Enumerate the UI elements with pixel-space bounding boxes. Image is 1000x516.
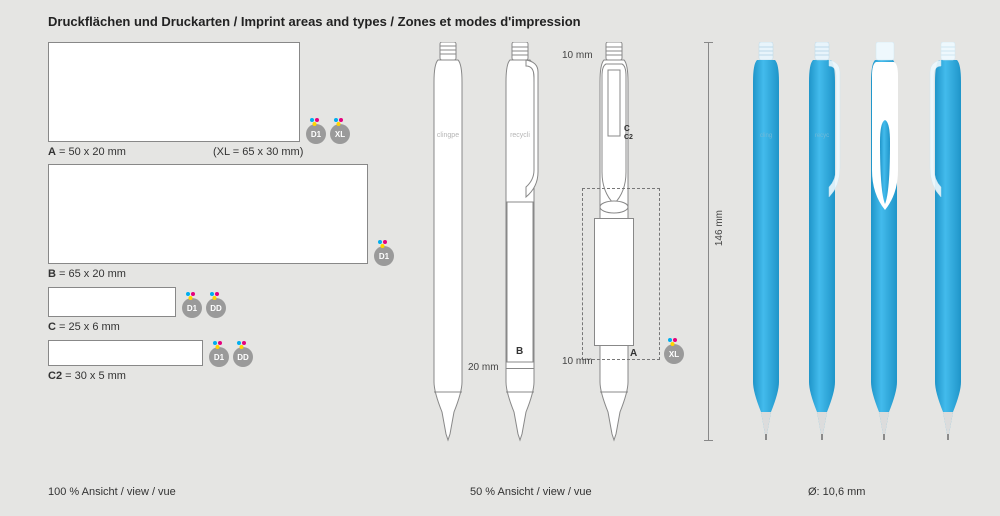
badge-xl-a: XL	[330, 124, 350, 144]
badge-d1-c2: D1	[209, 347, 229, 367]
badge-xl-pen3: XL	[664, 344, 684, 364]
dim-146mm: 146 mm	[714, 210, 725, 246]
badge-d1-c: D1	[182, 298, 202, 318]
area-c-label: C = 25 x 6 mm	[48, 321, 120, 333]
area-b-rect	[48, 164, 368, 264]
svg-text:cling: cling	[760, 133, 772, 139]
dim-10mm-top: 10 mm	[562, 50, 593, 61]
height-line	[708, 42, 709, 440]
area-a-label: A = 50 x 20 mm	[48, 146, 126, 158]
page-title: Druckflächen und Druckarten / Imprint ar…	[48, 14, 581, 29]
area-c2-label: C2 = 30 x 5 mm	[48, 370, 126, 382]
footer-100: 100 % Ansicht / view / vue	[48, 486, 176, 498]
area-c-letter: C	[624, 124, 630, 133]
footer-50: 50 % Ansicht / view / vue	[470, 486, 592, 498]
badge-d1-a: D1	[306, 124, 326, 144]
area-c2-rect	[48, 340, 203, 366]
svg-text:recyc: recyc	[815, 133, 829, 139]
dim-20mm-line	[506, 368, 534, 369]
area-b-label: B = 65 x 20 mm	[48, 268, 126, 280]
area-c-rect	[48, 287, 176, 317]
dim-20mm: 20 mm	[468, 362, 499, 373]
area-a-solid-inner	[594, 218, 634, 346]
pen-schematic-1: clingpe	[428, 42, 468, 447]
pen-schematic-2: recycli	[496, 42, 546, 447]
footer-diameter: Ø: 10,6 mm	[808, 486, 865, 498]
badge-dd-c2: DD	[233, 347, 253, 367]
pen-render-3	[864, 42, 908, 447]
pen-render-4	[926, 42, 970, 447]
dim-10mm-bottom: 10 mm	[562, 356, 593, 367]
area-c2-letter: C2	[624, 134, 633, 141]
pen-render-2: recyc	[802, 42, 846, 447]
pen-render-1: cling	[748, 42, 784, 447]
svg-text:recycli: recycli	[510, 132, 530, 139]
area-a-rect	[48, 42, 300, 142]
height-cap-bot	[704, 440, 713, 441]
badge-d1-b: D1	[374, 246, 394, 266]
svg-text:clingpe: clingpe	[437, 132, 459, 139]
area-b-letter: B	[516, 346, 523, 357]
area-a-letter: A	[630, 348, 637, 359]
area-a-xl-label: (XL = 65 x 30 mm)	[213, 146, 303, 158]
height-cap-top	[704, 42, 713, 43]
badge-dd-c: DD	[206, 298, 226, 318]
